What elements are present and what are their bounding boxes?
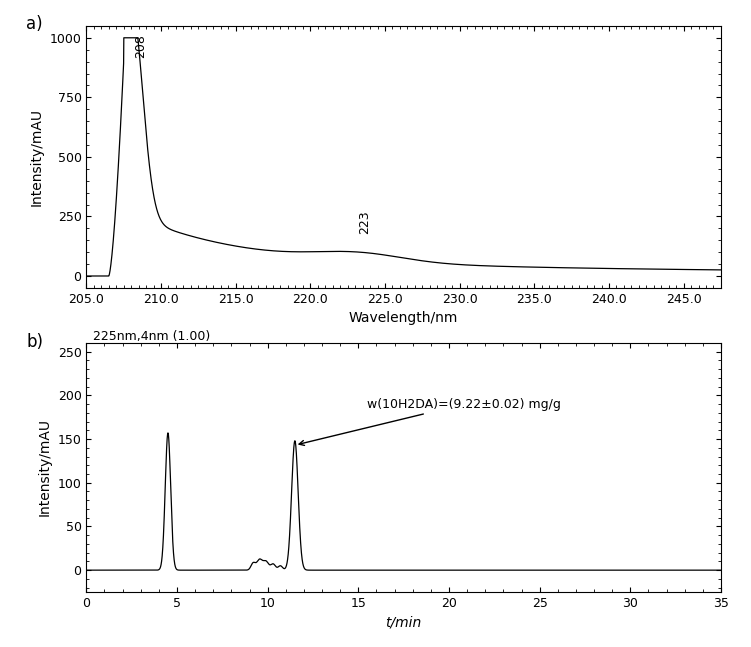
Text: w(10H2DA)=(9.22±0.02) mg/g: w(10H2DA)=(9.22±0.02) mg/g: [299, 398, 561, 445]
Text: 223: 223: [358, 211, 371, 234]
Text: b): b): [26, 333, 43, 351]
X-axis label: t/min: t/min: [385, 615, 422, 630]
Text: 208: 208: [134, 34, 147, 58]
Text: 225nm,4nm (1.00): 225nm,4nm (1.00): [92, 330, 210, 343]
Y-axis label: Intensity/mAU: Intensity/mAU: [38, 419, 52, 516]
X-axis label: Wavelength/nm: Wavelength/nm: [349, 311, 458, 325]
Text: a): a): [26, 16, 43, 34]
Y-axis label: Intensity/mAU: Intensity/mAU: [30, 108, 44, 206]
